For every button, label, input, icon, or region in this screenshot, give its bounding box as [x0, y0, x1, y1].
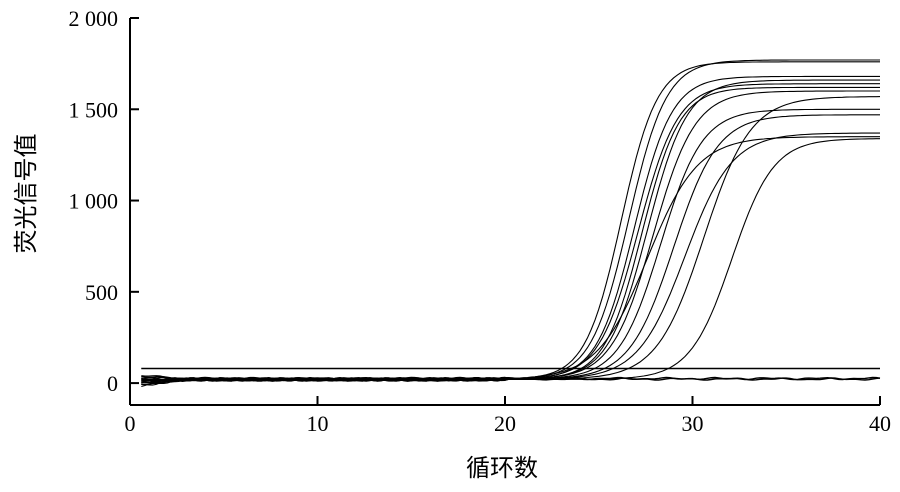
amplification-curve [141, 75, 880, 388]
amplification-curves [141, 59, 881, 388]
x-axis-title: 循环数 [466, 454, 538, 482]
amplification-curve [141, 59, 880, 384]
x-tick-label: 20 [494, 411, 516, 436]
amplification-curve [141, 86, 880, 384]
amplification-curve [141, 79, 880, 386]
amplification-curve [141, 375, 881, 381]
y-tick-label: 1 000 [69, 189, 119, 214]
y-tick-label: 1 500 [69, 97, 119, 122]
x-tick-label: 40 [869, 411, 891, 436]
y-tick-label: 500 [85, 280, 118, 305]
amplification-curve [141, 83, 880, 382]
y-tick-label: 0 [107, 371, 118, 396]
y-tick-label: 2 000 [69, 6, 119, 31]
amplification-curve [141, 108, 880, 383]
amplification-curve [141, 132, 880, 384]
amplification-curve [141, 90, 880, 382]
amplification-curve [141, 138, 880, 382]
x-tick-label: 0 [125, 411, 136, 436]
x-tick-label: 30 [682, 411, 704, 436]
x-tick-label: 10 [307, 411, 329, 436]
y-axis-title: 荧光信号值 [12, 134, 40, 254]
axis-ticks: 0 500 1 000 1 500 2 000 0 10 20 30 40 [69, 6, 892, 436]
amplification-curve [141, 61, 880, 382]
amplification-curve [141, 114, 880, 386]
